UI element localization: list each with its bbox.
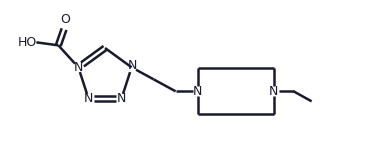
Text: HO: HO xyxy=(18,36,37,49)
Text: N: N xyxy=(117,92,126,105)
Text: N: N xyxy=(84,92,93,105)
Text: N: N xyxy=(193,85,202,98)
Text: N: N xyxy=(269,85,278,98)
Text: O: O xyxy=(61,13,70,26)
Text: N: N xyxy=(128,59,137,72)
Text: N: N xyxy=(74,61,83,74)
